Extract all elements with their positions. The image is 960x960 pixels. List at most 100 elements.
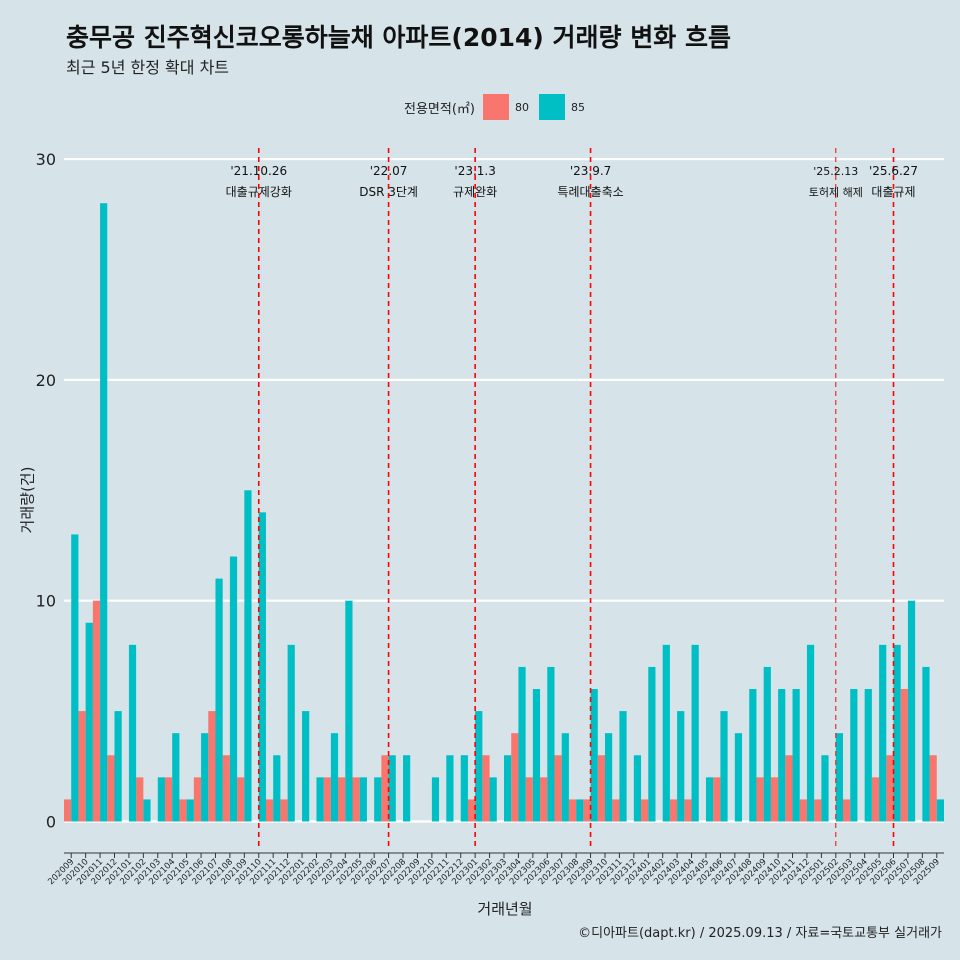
bar-80-202506: [886, 755, 894, 822]
bar-85-202201: [302, 711, 310, 822]
x-axis-label: 거래년월: [477, 900, 533, 918]
bar-85-202304: [518, 666, 526, 822]
chart-subtitle: 최근 5년 한정 확대 차트: [66, 58, 230, 77]
bar-85-202501: [821, 755, 829, 822]
bar-80-202401: [641, 799, 649, 822]
bar-85-202012: [114, 711, 122, 822]
bar-85-202508: [922, 666, 930, 822]
legend: 전용면적(㎡) 80 85: [404, 93, 595, 121]
bar-80-202306: [540, 777, 548, 822]
bar-85-202407: [734, 733, 743, 822]
bar-80-202203: [323, 777, 331, 822]
legend-key-80: [482, 94, 509, 120]
legend-key-85: [538, 94, 565, 120]
bar-85-202208: [403, 755, 411, 822]
bar-85-202309: [590, 689, 598, 822]
bar-80-202404: [684, 799, 692, 822]
bar-80-202009: [64, 799, 72, 822]
y-tick-label: 0: [46, 813, 56, 832]
bar-85-202402: [662, 644, 670, 822]
bar-80-202507: [900, 689, 908, 822]
bar-85-202206: [374, 777, 382, 822]
bar-80-202309: [583, 799, 591, 822]
bar-85-202104: [172, 733, 180, 822]
event-label-202301: 규제완화: [453, 185, 497, 199]
bar-80-202205: [352, 777, 360, 822]
bar-85-202505: [879, 644, 887, 822]
bar-85-202110: [258, 512, 266, 822]
event-label-202506: 대출규제: [871, 185, 915, 199]
event-date-202506: '25.6.27: [869, 164, 918, 178]
bar-85-202203: [330, 733, 339, 822]
y-tick-label: 10: [36, 592, 56, 611]
legend-label-80: 80: [514, 100, 529, 114]
bar-80-202011: [92, 600, 101, 822]
y-axis-label: 거래량(건): [18, 466, 37, 534]
source-caption: ©디아파트(dapt.kr) / 2025.09.13 / 자료=국토교통부 실…: [578, 926, 942, 941]
legend-title: 전용면적(㎡): [404, 101, 475, 117]
bar-80-202109: [237, 777, 245, 822]
event-date-202309: '23.9.7: [570, 164, 611, 178]
event-date-202301: '23.1.3: [454, 164, 495, 178]
bar-80-202012: [107, 755, 115, 822]
bar-80-202102: [136, 777, 144, 822]
bar-85-202411: [792, 689, 800, 822]
bar-80-202308: [568, 799, 577, 822]
bar-85-202310: [604, 733, 613, 822]
bar-80-202411: [785, 755, 793, 822]
bar-85-202504: [864, 689, 872, 822]
bar-85-202204: [345, 600, 353, 822]
bar-80-202509: [929, 755, 937, 822]
bar-85-202307: [561, 733, 569, 822]
bar-80-202311: [612, 799, 620, 822]
bar-80-202107: [208, 711, 216, 822]
bar-85-202212: [460, 755, 468, 822]
bar-85-202311: [619, 711, 627, 822]
bar-85-202108: [229, 556, 238, 822]
bar-80-202310: [597, 755, 605, 822]
bar-85-202404: [691, 644, 699, 822]
bar-85-202306: [547, 666, 555, 822]
bar-85-202107: [215, 578, 223, 822]
bar-85-202506: [893, 644, 901, 822]
bar-85-202308: [576, 799, 584, 822]
event-label-202309: 특례대출축소: [557, 185, 623, 199]
bar-80-202106: [193, 777, 202, 822]
bar-80-202112: [280, 799, 288, 822]
y-tick-label: 30: [36, 150, 56, 169]
bar-80-202111: [265, 799, 274, 822]
bar-85-202409: [763, 666, 771, 822]
bar-80-202409: [756, 777, 764, 822]
bar-80-202105: [179, 799, 187, 822]
bar-85-202408: [749, 689, 757, 822]
bar-85-202102: [143, 799, 151, 822]
bar-85-202106: [201, 733, 209, 822]
bar-80-202503: [843, 799, 851, 822]
bar-80-202104: [164, 777, 173, 822]
bar-85-202011: [100, 203, 108, 822]
bar-85-202305: [532, 689, 541, 822]
bar-80-202501: [814, 799, 822, 822]
bar-80-202403: [669, 799, 678, 822]
bar-85-202412: [806, 644, 815, 822]
bar-85-202010: [85, 622, 93, 822]
bar-85-202312: [633, 755, 642, 822]
bar-80-202108: [222, 755, 230, 822]
event-date-202502: '25.2.13: [813, 165, 858, 178]
bar-80-202412: [799, 799, 807, 822]
bar-80-202307: [554, 755, 562, 822]
bar-80-202301: [467, 799, 476, 822]
event-label-202207: DSR 3단계: [359, 185, 418, 199]
bar-80-202010: [78, 711, 86, 822]
legend-label-85: 85: [570, 100, 585, 114]
bar-85-202202: [316, 777, 324, 822]
bar-85-202507: [907, 600, 916, 822]
bar-80-202410: [770, 777, 779, 822]
chart-title: 충무공 진주혁신코오롱하늘채 아파트(2014) 거래량 변화 흐름: [66, 23, 731, 52]
bar-85-202009: [71, 534, 79, 822]
bar-80-202505: [871, 777, 880, 822]
event-label-202110: 대출규제강화: [226, 185, 292, 199]
bar-85-202112: [287, 644, 295, 822]
bar-85-202103: [157, 777, 165, 822]
